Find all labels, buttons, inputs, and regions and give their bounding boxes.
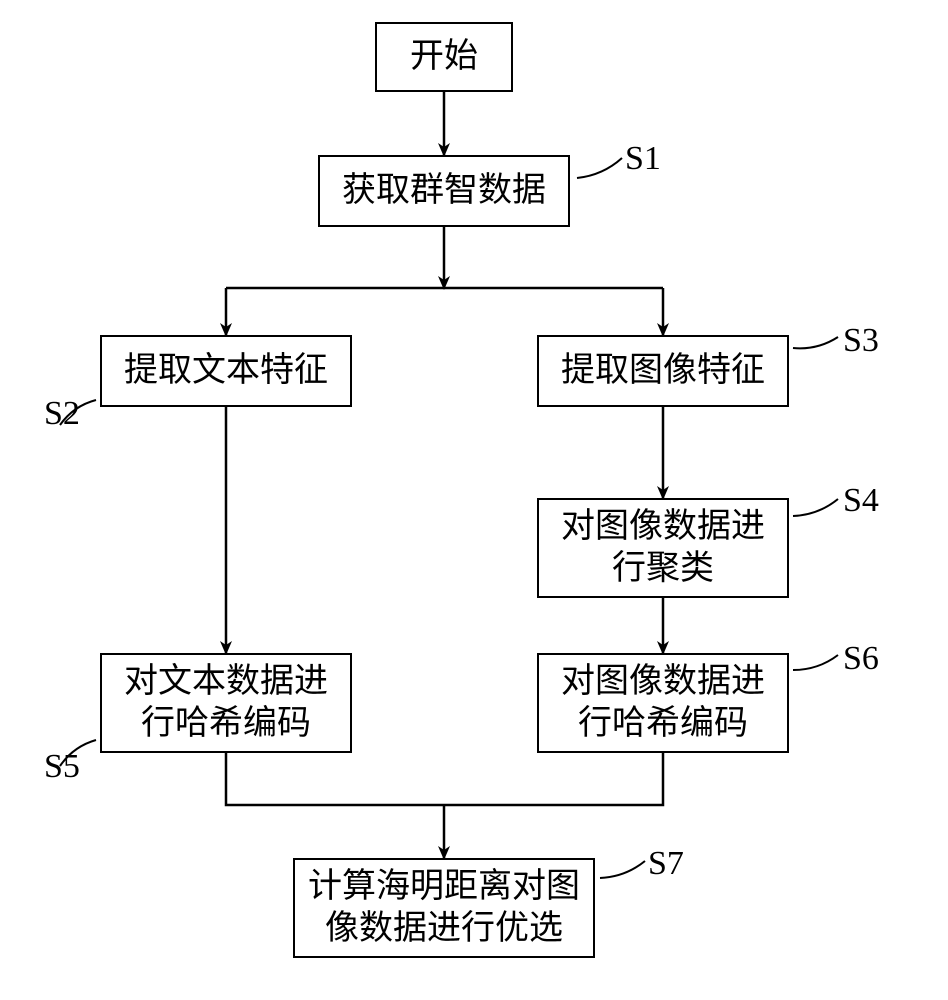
step-label-S1: S1: [625, 140, 661, 178]
callout-line-0: [577, 158, 622, 178]
node-s1-text: 获取群智数据: [342, 170, 546, 213]
callout-line-6: [600, 861, 645, 878]
step-label-S7-text: S7: [648, 845, 684, 882]
step-label-S4-text: S4: [843, 482, 879, 519]
node-s7: 计算海明距离对图 像数据进行优选: [293, 858, 595, 958]
step-label-S2-text: S2: [44, 395, 80, 432]
edge-8: [226, 753, 663, 805]
node-start: 开始: [375, 22, 513, 92]
step-label-S7: S7: [648, 845, 684, 883]
callout-line-3: [793, 499, 838, 516]
node-s4-text: 对图像数据进 行聚类: [561, 506, 765, 591]
node-s5-text: 对文本数据进 行哈希编码: [124, 661, 328, 746]
node-s2: 提取文本特征: [100, 335, 352, 407]
step-label-S1-text: S1: [625, 140, 661, 177]
node-s7-text: 计算海明距离对图 像数据进行优选: [308, 866, 580, 951]
callout-line-2: [793, 337, 838, 348]
node-s2-text: 提取文本特征: [124, 350, 328, 393]
step-label-S2: S2: [44, 395, 80, 433]
node-s4: 对图像数据进 行聚类: [537, 498, 789, 598]
flowchart-edges: [0, 0, 948, 1000]
node-s6-text: 对图像数据进 行哈希编码: [561, 661, 765, 746]
step-label-S5: S5: [44, 748, 80, 786]
step-label-S3: S3: [843, 322, 879, 360]
step-label-S3-text: S3: [843, 322, 879, 359]
node-s1: 获取群智数据: [318, 155, 570, 227]
node-s6: 对图像数据进 行哈希编码: [537, 653, 789, 753]
node-s3: 提取图像特征: [537, 335, 789, 407]
step-label-S4: S4: [843, 482, 879, 520]
callout-line-5: [793, 655, 838, 670]
node-s3-text: 提取图像特征: [561, 350, 765, 393]
step-label-S6: S6: [843, 640, 879, 678]
node-s5: 对文本数据进 行哈希编码: [100, 653, 352, 753]
step-label-S5-text: S5: [44, 748, 80, 785]
node-start-text: 开始: [410, 36, 478, 79]
step-label-S6-text: S6: [843, 640, 879, 677]
